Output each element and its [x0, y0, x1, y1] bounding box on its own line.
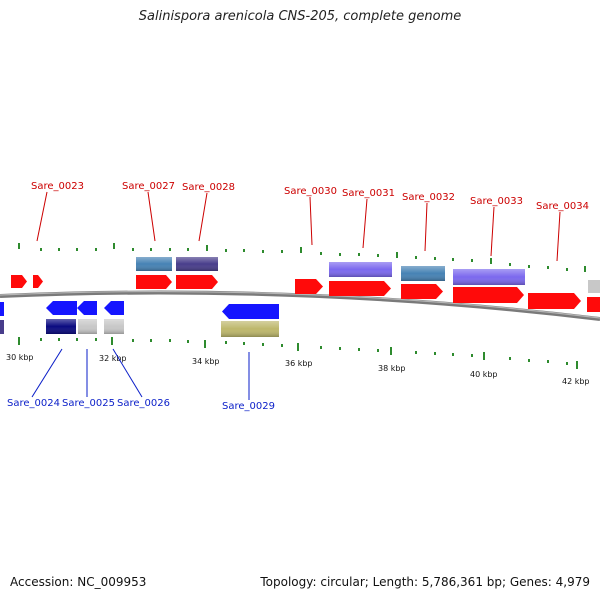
reverse-genes: [0, 301, 279, 319]
kbp-label-42: 42 kbp: [562, 377, 590, 386]
gene-arrow-left[interactable]: [46, 301, 77, 315]
gene-arrow-left[interactable]: [104, 301, 124, 315]
bottom-gene-labels: Sare_0024 Sare_0025 Sare_0026 Sare_0029: [7, 348, 275, 412]
gene-label-sare-0029[interactable]: Sare_0029: [222, 401, 275, 412]
gene-arrow-right[interactable]: [11, 275, 27, 288]
gene-label-sare-0034[interactable]: Sare_0034: [536, 201, 589, 212]
kbp-labels: 30 kbp 32 kbp 34 kbp 36 kbp 38 kbp 40 kb…: [6, 353, 590, 386]
kbp-label-36: 36 kbp: [285, 359, 313, 368]
feature-box[interactable]: [0, 320, 4, 334]
lower-feature-boxes: [0, 319, 279, 337]
gene-arrow-left[interactable]: [0, 302, 4, 316]
gene-arrow-right[interactable]: [401, 284, 443, 299]
gene-label-sare-0025[interactable]: Sare_0025: [62, 398, 115, 409]
gene-label-sare-0028[interactable]: Sare_0028: [182, 182, 235, 193]
gene-arrow-left[interactable]: [77, 301, 97, 315]
kbp-label-34: 34 kbp: [192, 357, 220, 366]
gene-arrow-right[interactable]: [176, 275, 218, 289]
bottom-tick-row: [18, 337, 578, 369]
gene-label-sare-0023[interactable]: Sare_0023: [31, 181, 84, 192]
gene-arrow-right[interactable]: [136, 275, 172, 289]
gene-arrow-right[interactable]: [528, 293, 581, 309]
genome-backbone: [0, 290, 600, 321]
gene-label-sare-0027[interactable]: Sare_0027: [122, 181, 175, 192]
gene-arrow-right[interactable]: [295, 279, 323, 294]
kbp-label-30: 30 kbp: [6, 353, 34, 362]
kbp-label-40: 40 kbp: [470, 370, 498, 379]
upper-feature-boxes: [136, 257, 600, 293]
genome-stats-text: Topology: circular; Length: 5,786,361 bp…: [260, 575, 590, 589]
map-title: Salinispora arenicola CNS-205, complete …: [138, 9, 462, 24]
gene-arrow-left[interactable]: [222, 304, 279, 319]
gene-label-sare-0026[interactable]: Sare_0026: [117, 398, 170, 409]
gene-arrow-right[interactable]: [329, 281, 391, 296]
gene-label-sare-0030[interactable]: Sare_0030: [284, 186, 337, 197]
forward-genes: [11, 275, 600, 312]
gene-label-sare-0033[interactable]: Sare_0033: [470, 196, 523, 207]
top-gene-labels: Sare_0023 Sare_0027 Sare_0028 Sare_0030 …: [31, 181, 589, 262]
feature-box[interactable]: [588, 280, 600, 293]
kbp-label-32: 32 kbp: [99, 354, 127, 363]
accession-text: Accession: NC_009953: [10, 575, 147, 589]
gene-arrow-right[interactable]: [587, 297, 600, 312]
kbp-label-38: 38 kbp: [378, 364, 406, 373]
gene-arrow-right[interactable]: [453, 287, 524, 303]
gene-label-sare-0032[interactable]: Sare_0032: [402, 192, 455, 203]
top-tick-row: [18, 243, 586, 272]
gene-label-sare-0031[interactable]: Sare_0031: [342, 188, 395, 199]
gene-arrow-right[interactable]: [33, 275, 43, 288]
gene-label-sare-0024[interactable]: Sare_0024: [7, 398, 60, 409]
